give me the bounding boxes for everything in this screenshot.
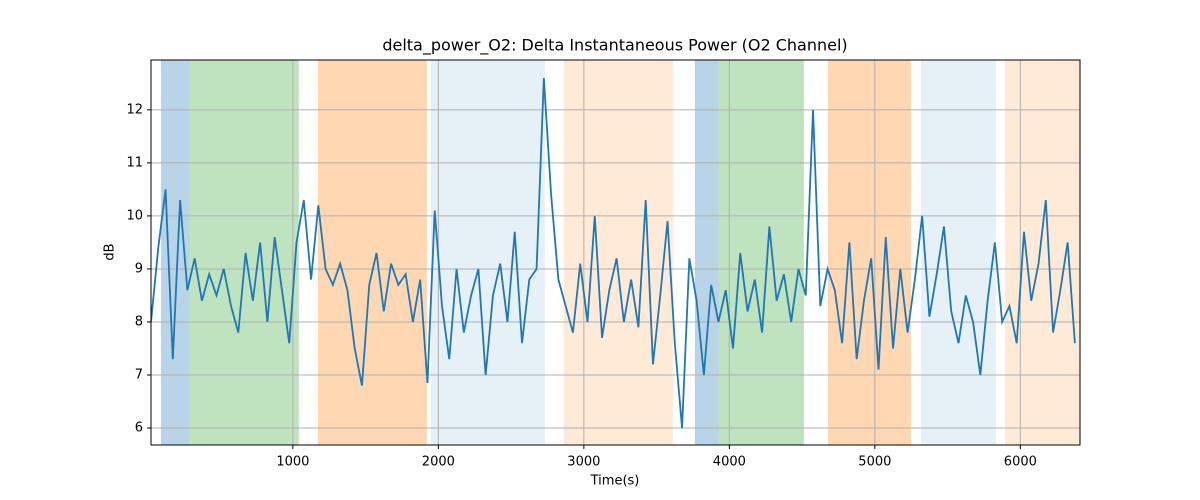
x-tick-label: 4000 xyxy=(713,455,746,470)
x-tick-label: 3000 xyxy=(567,455,600,470)
y-tick-label: 6 xyxy=(135,421,143,436)
span xyxy=(920,60,996,445)
y-axis-label: dB xyxy=(103,243,118,260)
span xyxy=(718,60,804,445)
x-tick-label: 2000 xyxy=(422,455,455,470)
span xyxy=(563,60,673,445)
span xyxy=(827,60,911,445)
span xyxy=(430,60,545,445)
y-tick-label: 7 xyxy=(135,368,143,383)
y-tick-label: 12 xyxy=(126,102,143,117)
x-tick-label: 5000 xyxy=(858,455,891,470)
x-axis-label: Time(s) xyxy=(590,474,640,489)
chart-title: delta_power_O2: Delta Instantaneous Powe… xyxy=(382,36,847,56)
y-tick-label: 9 xyxy=(135,261,143,276)
span xyxy=(694,60,719,445)
x-tick-label: 6000 xyxy=(1004,455,1037,470)
plot-frame xyxy=(150,59,1081,446)
y-tick-label: 10 xyxy=(126,208,143,223)
span xyxy=(189,60,299,445)
span xyxy=(160,60,190,445)
data-line xyxy=(151,77,1076,429)
span xyxy=(317,60,427,445)
x-tick-label: 1000 xyxy=(276,455,309,470)
y-tick-label: 8 xyxy=(135,314,143,329)
y-tick-label: 11 xyxy=(126,155,143,170)
